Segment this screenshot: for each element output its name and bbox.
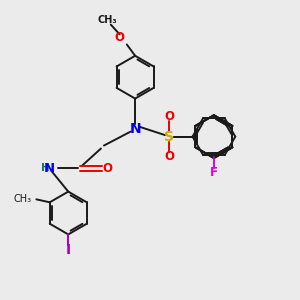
Text: O: O: [115, 32, 125, 44]
Text: CH₃: CH₃: [13, 194, 31, 204]
Text: I: I: [66, 243, 71, 257]
Text: O: O: [164, 110, 174, 123]
Text: O: O: [164, 150, 174, 163]
Text: CH₃: CH₃: [97, 14, 117, 25]
Text: N: N: [44, 162, 55, 175]
Text: F: F: [210, 166, 218, 179]
Text: N: N: [129, 122, 141, 136]
Text: H: H: [41, 163, 50, 173]
Text: S: S: [164, 130, 174, 144]
Text: O: O: [102, 162, 112, 175]
